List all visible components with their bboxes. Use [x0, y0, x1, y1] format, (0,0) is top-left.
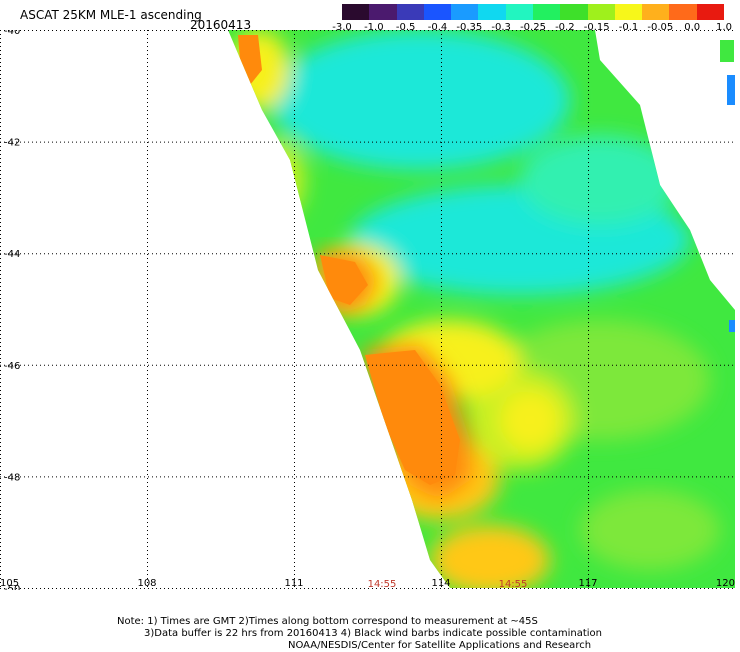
light-green-region — [580, 490, 720, 570]
teal-region — [520, 135, 680, 225]
longitude-label: 111 — [284, 578, 303, 589]
colorbar-tick-label: -0.1 — [618, 22, 639, 33]
colorbar-segment — [478, 4, 506, 20]
chart-date: 20160413 — [190, 18, 252, 32]
longitude-label: 117 — [578, 578, 597, 589]
colorbar-tick-label: -0.05 — [647, 22, 674, 33]
cyan-region — [270, 30, 570, 170]
footer-notes: Note: 1) Times are GMT 2)Times along bot… — [0, 616, 740, 652]
latitude-label: -50 — [4, 584, 20, 590]
colorbar-segment — [532, 4, 561, 20]
yellow-region — [500, 390, 560, 450]
longitude-label: 120 — [716, 578, 735, 589]
colorbar-tick-label: -0.15 — [583, 22, 610, 33]
longitude-label: 114 — [431, 578, 450, 589]
yellow-green-region — [255, 140, 305, 220]
longitude-label: 105 — [0, 578, 19, 589]
latitude-label: -42 — [4, 138, 20, 149]
orange-region — [238, 35, 262, 85]
latitude-label: -44 — [4, 249, 20, 260]
swath-map: -40 -42 -44 -46 -48 -50 105 108 111 114 117 120 14:5… — [0, 30, 735, 590]
colorbar-segment — [642, 4, 670, 20]
colorbar-segment — [614, 4, 643, 20]
colorbar-segment — [369, 4, 397, 20]
chart-title: ASCAT 25KM MLE-1 ascending — [20, 8, 202, 22]
latitude-label: -46 — [4, 361, 20, 372]
note-line-3: NOAA/NESDIS/Center for Satellite Applica… — [288, 640, 592, 651]
colorbar-segment — [451, 4, 479, 20]
colorbar-tick-label: -0.35 — [456, 22, 483, 33]
latitude-label: -48 — [4, 472, 20, 483]
colorbar-segment — [342, 4, 370, 20]
orange-region — [320, 255, 368, 305]
blue-edge-patch — [727, 75, 735, 105]
note-line-2: 3)Data buffer is 22 hrs from 20160413 4)… — [144, 628, 602, 639]
colorbar-segment — [396, 4, 424, 20]
colorbar-segment — [560, 4, 588, 20]
colorbar-segment — [587, 4, 615, 20]
colorbar-tick-label: -0.25 — [520, 22, 546, 33]
latitude-label: -40 — [4, 30, 20, 37]
colorbar-tick-label: -3.0 — [332, 22, 352, 33]
green-edge-patch — [720, 40, 734, 62]
colorbar-segment — [696, 4, 724, 20]
colorbar-labels: -3.0 -1.0 -0.5 -0.4 -0.35 -0.3 -0.25 -0.2 -0.15-… — [332, 22, 732, 36]
orange-region — [365, 350, 460, 485]
note-line-1: Note: 1) Times are GMT 2)Times along bot… — [117, 616, 538, 627]
colorbar-tick-label: 1.0 — [716, 22, 732, 33]
colorbar-segment — [669, 4, 697, 20]
colorbar-tick-label: -0.2 — [555, 22, 575, 33]
time-label: 14:55 — [499, 579, 528, 590]
time-label: 14:55 — [368, 579, 397, 590]
colorbar-tick-label: -0.4 — [427, 22, 448, 33]
colorbar-tick-label: 0.0 — [684, 22, 701, 33]
lat-lon-grid — [0, 30, 735, 589]
colorbar-segment — [505, 4, 533, 20]
longitude-label: 108 — [137, 578, 156, 589]
colorbar-tick-label: -0.3 — [491, 22, 511, 33]
colorbar-tick-label: -0.5 — [395, 22, 416, 33]
blue-edge-patch — [729, 320, 735, 332]
wind-swath — [228, 30, 735, 588]
colorbar — [342, 4, 724, 20]
colorbar-segment — [423, 4, 452, 20]
orange-yellow-region — [430, 525, 550, 588]
colorbar-tick-label: -1.0 — [364, 22, 384, 33]
